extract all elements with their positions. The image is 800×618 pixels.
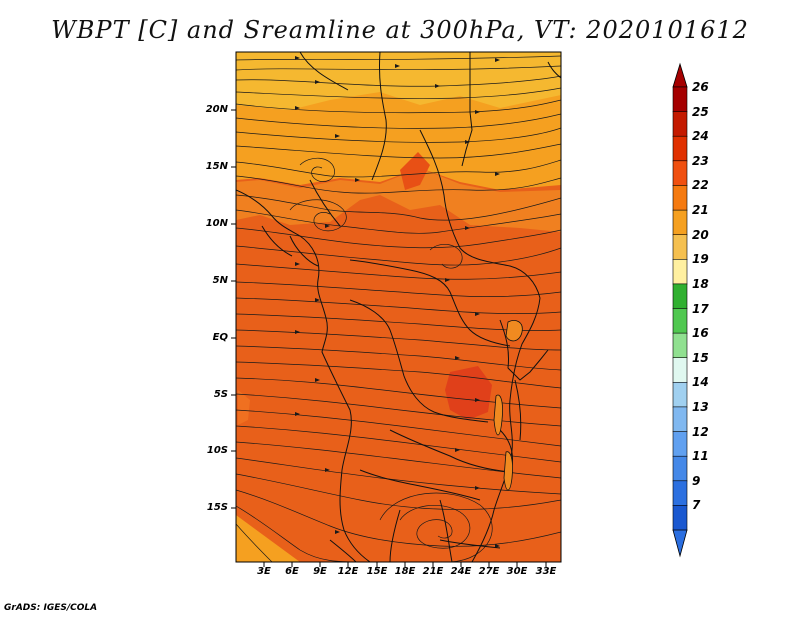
colorbar-segment [672,258,688,285]
x-label-18e: 18E [394,566,416,577]
colorbar-label: 15 [692,350,709,365]
colorbar-segment [672,480,688,506]
colorbar-label: 20 [692,227,709,242]
map-frame [235,51,562,563]
colorbar-segment [672,381,688,408]
y-label-eq: EQ [212,332,228,343]
colorbar-bottom-arrow [672,529,688,558]
colorbar-segment [672,209,688,236]
y-label-10s: 10S [206,445,228,456]
colorbar-segments [672,86,688,531]
colorbar-segment [672,234,688,260]
country-borders [236,52,561,562]
colorbar-segment [672,406,688,433]
wbpt-field-transition [236,168,561,232]
x-label-24e: 24E [450,566,472,577]
wbpt-field-west-coast [238,390,250,425]
map-panel [236,52,561,562]
colorbar-segment [672,332,688,359]
grads-credit: GrADS: IGES/COLA [4,603,98,613]
x-label-6e: 6E [285,566,299,577]
colorbar-label: 25 [692,104,709,119]
wbpt-field-warm-tongue [400,152,430,190]
colorbar-label: 21 [692,203,709,218]
x-ticks [263,562,547,567]
colorbar-label: 14 [692,375,709,390]
colorbar-segment [672,455,688,482]
colorbar-segment [672,357,688,383]
y-ticks [231,109,236,509]
x-label-21e: 21E [422,566,444,577]
colorbar-segment [672,86,688,113]
colorbar-label: 19 [692,252,709,267]
colorbar-label: 17 [692,301,709,316]
colorbar-label: 22 [692,178,709,193]
colorbar-segment [672,283,688,310]
colorbar-segment [672,111,688,137]
colorbar-label: 11 [692,449,709,464]
colorbar-label: 7 [692,498,701,513]
wbpt-hotspot [445,366,492,420]
chart-title: WBPT [C] and Sreamline at 300hPa, VT: 20… [51,16,749,44]
y-label-15n: 15N [205,161,228,172]
colorbar-label: 23 [692,153,709,168]
streamline-arrows [295,56,500,548]
colorbar-label: 13 [692,399,709,414]
colorbar-segment [672,185,688,211]
x-label-33e: 33E [535,566,557,577]
colorbar-label: 12 [692,424,709,439]
y-label-20n: 20N [205,104,228,115]
y-label-15s: 15S [206,502,228,513]
colorbar-segment [672,135,688,162]
colorbar [672,62,688,558]
wbpt-field-southwest [236,515,300,562]
colorbar-segment [672,308,688,334]
x-label-12e: 12E [337,566,359,577]
colorbar-label: 26 [692,80,709,94]
colorbar-label: 24 [692,129,709,144]
colorbar-label: 18 [692,276,709,291]
y-label-5n: 5N [212,275,228,286]
x-label-9e: 9E [313,566,327,577]
colorbar-segment [672,431,688,457]
x-label-3e: 3E [257,566,271,577]
x-label-15e: 15E [366,566,388,577]
y-label-5s: 5S [213,389,228,400]
lakes [493,320,523,491]
wbpt-field-northern-edge [236,52,561,110]
x-label-30e: 30E [506,566,528,577]
y-label-10n: 10N [205,218,228,229]
colorbar-top-arrow [672,62,688,88]
colorbar-label: 9 [692,473,701,488]
x-label-27e: 27E [478,566,500,577]
colorbar-label: 16 [692,326,709,341]
colorbar-segment [672,505,688,531]
colorbar-segment [672,160,688,187]
